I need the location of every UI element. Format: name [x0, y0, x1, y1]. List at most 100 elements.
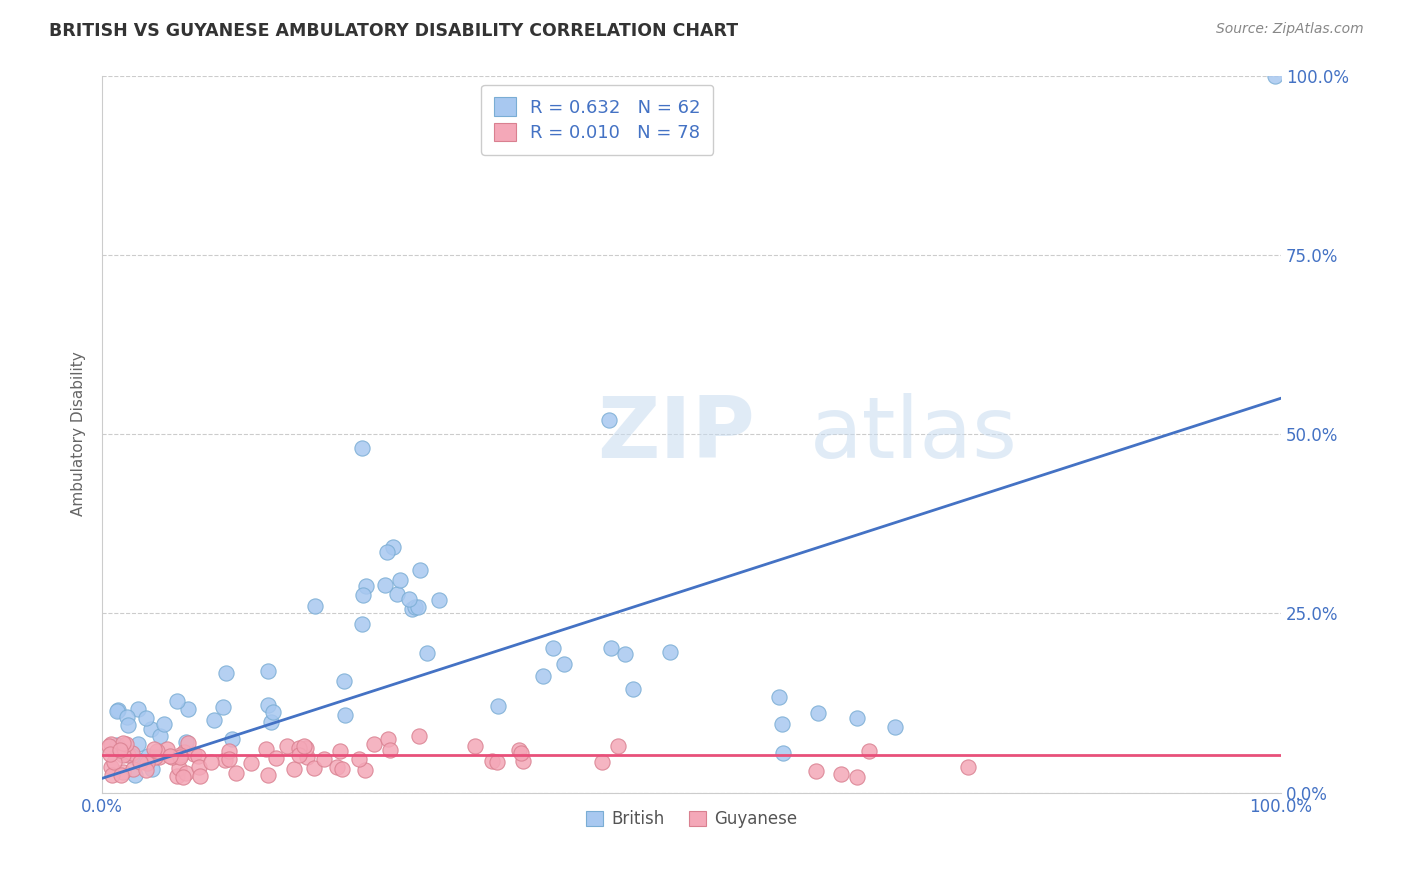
Point — [177, 736, 200, 750]
Point — [541, 640, 564, 655]
Point — [166, 769, 188, 783]
Point — [607, 739, 630, 753]
Point — [114, 737, 136, 751]
Legend: British, Guyanese: British, Guyanese — [579, 803, 804, 835]
Point — [772, 746, 794, 760]
Point — [292, 739, 315, 754]
Point — [553, 657, 575, 671]
Point — [481, 754, 503, 768]
Point — [127, 702, 149, 716]
Point — [121, 749, 143, 764]
Point — [204, 713, 226, 727]
Point — [297, 750, 319, 764]
Point — [254, 741, 277, 756]
Point — [375, 545, 398, 559]
Text: ZIP: ZIP — [598, 392, 755, 475]
Point — [187, 748, 209, 763]
Point — [262, 705, 284, 719]
Point — [105, 704, 128, 718]
Point — [404, 599, 426, 614]
Point — [129, 755, 152, 769]
Point — [239, 756, 262, 771]
Point — [621, 682, 644, 697]
Point — [167, 761, 190, 775]
Point — [110, 767, 132, 781]
Point — [846, 711, 869, 725]
Point — [283, 762, 305, 776]
Point — [117, 747, 139, 762]
Point — [122, 763, 145, 777]
Point — [257, 664, 280, 678]
Point — [97, 739, 120, 754]
Point — [111, 736, 134, 750]
Point — [156, 742, 179, 756]
Point — [124, 767, 146, 781]
Point — [485, 755, 508, 769]
Point — [363, 737, 385, 751]
Point — [141, 762, 163, 776]
Point — [225, 766, 247, 780]
Point — [188, 760, 211, 774]
Point — [214, 753, 236, 767]
Point — [215, 666, 238, 681]
Text: atlas: atlas — [810, 392, 1018, 475]
Point — [276, 739, 298, 754]
Point — [330, 762, 353, 776]
Point — [153, 717, 176, 731]
Point — [143, 742, 166, 756]
Point — [98, 747, 121, 761]
Point — [333, 708, 356, 723]
Point — [174, 766, 197, 780]
Point — [257, 768, 280, 782]
Point — [806, 706, 828, 721]
Point — [148, 750, 170, 764]
Point — [416, 646, 439, 660]
Point — [135, 763, 157, 777]
Point — [260, 714, 283, 729]
Point — [350, 442, 373, 456]
Point — [200, 755, 222, 769]
Point — [294, 741, 316, 756]
Y-axis label: Ambulatory Disability: Ambulatory Disability — [72, 351, 86, 516]
Point — [172, 770, 194, 784]
Point — [398, 592, 420, 607]
Point — [288, 748, 311, 763]
Point — [135, 711, 157, 725]
Point — [332, 674, 354, 689]
Point — [145, 744, 167, 758]
Point — [883, 720, 905, 734]
Point — [166, 693, 188, 707]
Point — [100, 760, 122, 774]
Point — [804, 764, 827, 779]
Point — [350, 617, 373, 632]
Point — [111, 764, 134, 779]
Point — [352, 588, 374, 602]
Point — [486, 699, 509, 714]
Point — [768, 690, 790, 705]
Point — [614, 648, 637, 662]
Point — [599, 641, 621, 656]
Point — [221, 731, 243, 746]
Point — [512, 754, 534, 768]
Point — [169, 748, 191, 763]
Point — [257, 698, 280, 712]
Point — [1264, 69, 1286, 83]
Point — [177, 701, 200, 715]
Point — [770, 716, 793, 731]
Point — [188, 769, 211, 783]
Point — [136, 756, 159, 770]
Point — [127, 738, 149, 752]
Point — [112, 744, 135, 758]
Point — [304, 599, 326, 614]
Point — [347, 752, 370, 766]
Point — [427, 592, 450, 607]
Point — [100, 738, 122, 752]
Point — [211, 700, 233, 714]
Point — [112, 747, 135, 762]
Point — [176, 735, 198, 749]
Point — [105, 738, 128, 752]
Point — [329, 744, 352, 758]
Point — [218, 744, 240, 758]
Point — [464, 739, 486, 753]
Point — [406, 599, 429, 614]
